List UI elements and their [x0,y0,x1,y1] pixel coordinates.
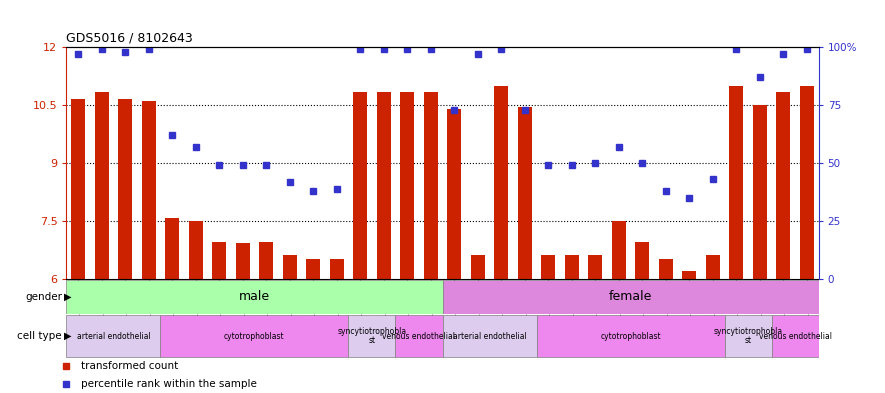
Text: cell type: cell type [18,331,62,341]
Bar [442,315,536,357]
Bar [536,315,725,357]
Bar [494,86,508,279]
Bar [565,255,579,279]
Text: syncytiotrophobla
st: syncytiotrophobla st [337,327,406,345]
Text: venous endothelial: venous endothelial [382,332,456,340]
Bar [442,280,819,314]
Bar [353,92,367,279]
Bar [377,92,391,279]
Bar [635,242,650,279]
Bar [329,259,343,279]
Text: venous endothelial: venous endothelial [758,332,832,340]
Bar [160,315,349,357]
Text: arterial endothelial: arterial endothelial [452,332,527,340]
Text: gender: gender [25,292,62,302]
Bar [471,255,485,279]
Bar [542,255,556,279]
Bar [753,105,767,279]
Text: cytotrophoblast: cytotrophoblast [600,332,661,340]
Text: cytotrophoblast: cytotrophoblast [224,332,285,340]
Bar [66,280,442,314]
Bar [212,242,227,279]
Bar [589,255,603,279]
Text: ▶: ▶ [64,331,71,341]
Bar [424,92,438,279]
Bar [349,315,396,357]
Text: syncytiotrophobla
st: syncytiotrophobla st [713,327,782,345]
Bar [306,259,320,279]
Bar [658,259,673,279]
Bar [400,92,414,279]
Bar [142,101,156,279]
Bar [71,99,85,279]
Bar [118,99,132,279]
Text: male: male [239,290,270,303]
Bar [165,218,179,279]
Bar [612,221,626,279]
Bar [800,86,814,279]
Bar [66,315,160,357]
Bar [776,92,790,279]
Text: female: female [609,290,652,303]
Bar [259,242,273,279]
Bar [725,315,772,357]
Text: arterial endothelial: arterial endothelial [76,332,150,340]
Text: GDS5016 / 8102643: GDS5016 / 8102643 [66,31,193,44]
Bar [282,255,296,279]
Bar [518,107,532,279]
Bar [235,243,250,279]
Bar [772,315,819,357]
Bar [189,221,203,279]
Bar [396,315,442,357]
Text: transformed count: transformed count [81,362,179,371]
Text: ▶: ▶ [64,292,71,302]
Text: percentile rank within the sample: percentile rank within the sample [81,379,258,389]
Bar [729,86,743,279]
Bar [447,109,461,279]
Bar [95,92,109,279]
Bar [705,255,720,279]
Bar [682,270,696,279]
